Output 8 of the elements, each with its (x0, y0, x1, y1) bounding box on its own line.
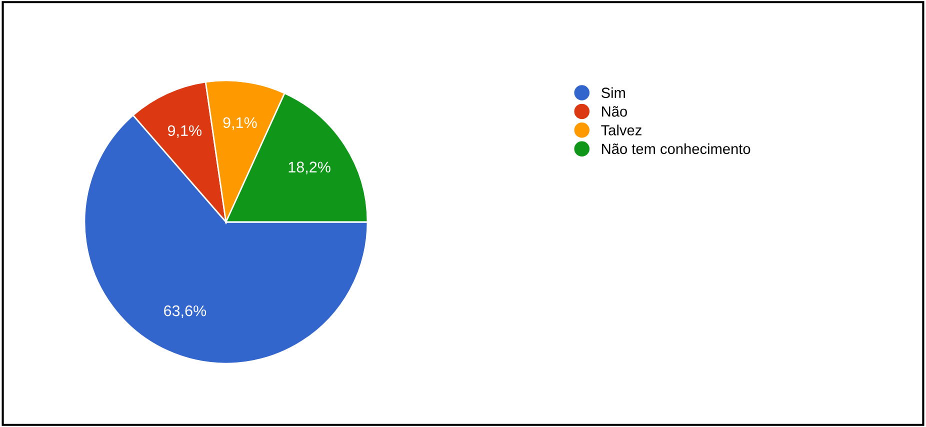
legend-label: Não (602, 106, 627, 117)
legend-label: Não tem conhecimento (602, 143, 750, 154)
legend-label: Sim (601, 87, 625, 98)
data-label: 63,6% (164, 305, 206, 318)
legend-label: Talvez (601, 124, 642, 136)
data-label: 18,2% (288, 162, 330, 174)
data-label: 9,1% (223, 117, 257, 130)
data-label: 9,1% (168, 125, 202, 138)
